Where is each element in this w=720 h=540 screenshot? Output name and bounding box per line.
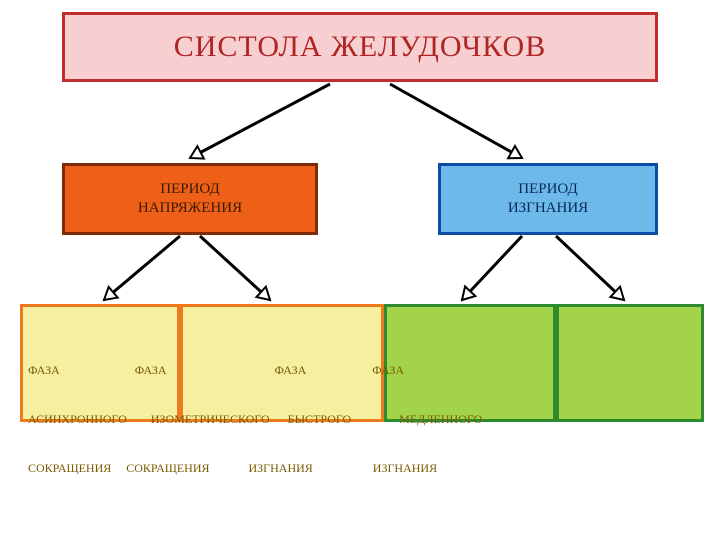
period-ejection-label: ПЕРИОД ИЗГНАНИЯ (508, 180, 588, 219)
period-tension-box: ПЕРИОД НАПРЯЖЕНИЯ (62, 163, 318, 235)
phase-label-line2: АСИНХРОННОГО ИЗОМЕТРИЧЕСКОГО БЫСТРОГО МЕ… (28, 411, 482, 427)
phase-label-line3: СОКРАЩЕНИЯ СОКРАЩЕНИЯ ИЗГНАНИЯ ИЗГНАНИЯ (28, 460, 482, 476)
phase-box-slow-eject (556, 304, 704, 422)
title-text: СИСТОЛА ЖЕЛУДОЧКОВ (174, 30, 546, 64)
period-tension-label: ПЕРИОД НАПРЯЖЕНИЯ (138, 180, 242, 219)
period-ejection-box: ПЕРИОД ИЗГНАНИЯ (438, 163, 658, 235)
phase-labels-text: ФАЗА ФАЗА ФАЗА ФАЗА АСИНХРОННОГО ИЗОМЕТР… (28, 330, 482, 492)
phase-label-line1: ФАЗА ФАЗА ФАЗА ФАЗА (28, 362, 482, 378)
title-box: СИСТОЛА ЖЕЛУДОЧКОВ (62, 12, 658, 82)
